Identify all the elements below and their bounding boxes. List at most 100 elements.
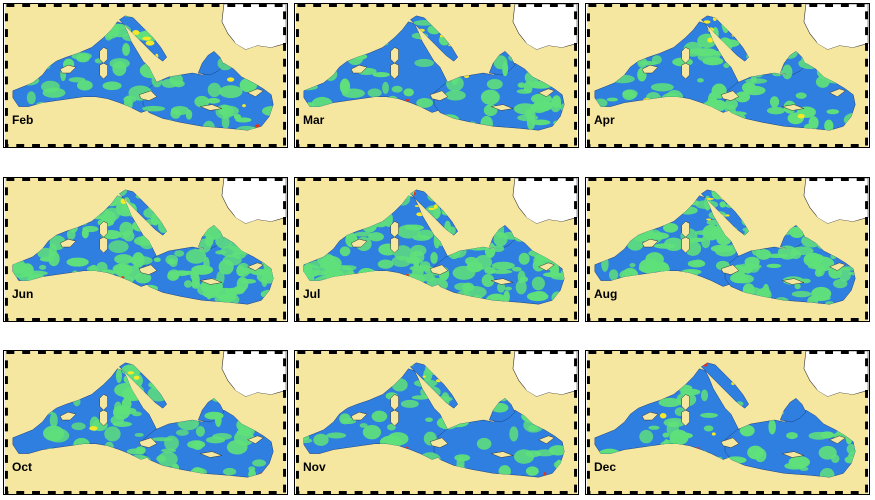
month-label-mar: Mar: [303, 113, 325, 127]
month-label-dec: Dec: [594, 460, 617, 474]
island-4: [350, 238, 368, 248]
black-sea: [811, 7, 866, 50]
sea-aegean: [779, 398, 807, 423]
island-6: [246, 88, 264, 97]
sea-map-mar: [295, 4, 578, 147]
island-5: [199, 451, 223, 458]
island-2: [681, 409, 690, 427]
island-3: [429, 264, 449, 275]
island-1: [99, 394, 108, 411]
island-6: [828, 88, 846, 97]
month-label-oct: Oct: [12, 460, 33, 474]
sea-map-nov: [295, 351, 578, 494]
month-label-nov: Nov: [303, 460, 326, 474]
sea-aegean: [197, 51, 225, 76]
black-sea: [520, 7, 575, 50]
map-panel-dec: Dec: [585, 350, 870, 495]
island-1: [681, 221, 690, 238]
sea-map-jun: [4, 178, 287, 321]
island-4: [350, 411, 368, 421]
island-3: [138, 90, 158, 101]
island-2: [681, 236, 690, 254]
island-4: [59, 238, 77, 248]
island-3: [720, 437, 740, 448]
frame-border: [586, 4, 869, 147]
island-1: [99, 221, 108, 238]
month-label-feb: Feb: [12, 113, 34, 127]
island-6: [537, 262, 555, 271]
island-5: [781, 104, 805, 111]
island-4: [641, 238, 659, 248]
map-panel-jul: Jul: [294, 177, 579, 322]
map-panel-apr: Apr: [585, 3, 870, 148]
island-5: [781, 451, 805, 458]
black-sea: [811, 354, 866, 397]
island-3: [138, 437, 158, 448]
island-4: [59, 64, 77, 74]
black-sea: [229, 7, 284, 50]
island-5: [199, 278, 223, 285]
month-label-apr: Apr: [594, 113, 615, 127]
map-panel-oct: Oct: [3, 350, 288, 495]
island-2: [99, 236, 108, 254]
island-5: [781, 278, 805, 285]
frame-border: [295, 178, 578, 321]
island-2: [390, 236, 399, 254]
island-2: [681, 62, 690, 80]
frame-border: [295, 351, 578, 494]
sea-adriatic: [700, 362, 750, 409]
frame-border: [4, 178, 287, 321]
island-5: [490, 451, 514, 458]
black-sea: [520, 354, 575, 397]
island-4: [59, 411, 77, 421]
frame-border: [586, 178, 869, 321]
month-label-jul: Jul: [303, 287, 321, 301]
island-1: [681, 394, 690, 411]
island-1: [681, 47, 690, 64]
island-1: [390, 394, 399, 411]
island-2: [390, 409, 399, 427]
sea-map-feb: [4, 4, 287, 147]
island-1: [390, 221, 399, 238]
map-panel-feb: Feb: [3, 3, 288, 148]
island-3: [429, 90, 449, 101]
map-panel-aug: Aug: [585, 177, 870, 322]
island-3: [720, 90, 740, 101]
sea-map-dec: [586, 351, 869, 494]
month-label-jun: Jun: [12, 287, 34, 301]
map-panel-jun: Jun: [3, 177, 288, 322]
island-1: [99, 47, 108, 64]
island-2: [99, 62, 108, 80]
frame-border: [4, 351, 287, 494]
island-6: [537, 435, 555, 444]
island-3: [138, 264, 158, 275]
island-2: [390, 62, 399, 80]
island-5: [490, 104, 514, 111]
map-panel-mar: Mar: [294, 3, 579, 148]
sea-map-oct: [4, 351, 287, 494]
black-sea: [520, 181, 575, 224]
map-panel-nov: Nov: [294, 350, 579, 495]
island-6: [537, 88, 555, 97]
black-sea: [229, 354, 284, 397]
island-6: [246, 262, 264, 271]
island-5: [199, 104, 223, 111]
black-sea: [229, 181, 284, 224]
island-4: [641, 64, 659, 74]
island-1: [390, 47, 399, 64]
frame-border: [586, 351, 869, 494]
sea-map-jul: [295, 178, 578, 321]
frame-border: [4, 4, 287, 147]
island-6: [828, 262, 846, 271]
island-3: [429, 437, 449, 448]
sea-map-aug: [586, 178, 869, 321]
island-6: [246, 435, 264, 444]
island-2: [99, 409, 108, 427]
island-3: [720, 264, 740, 275]
island-5: [490, 278, 514, 285]
island-6: [828, 435, 846, 444]
sea-map-apr: [586, 4, 869, 147]
black-sea: [811, 181, 866, 224]
frame-border: [295, 4, 578, 147]
island-4: [641, 411, 659, 421]
